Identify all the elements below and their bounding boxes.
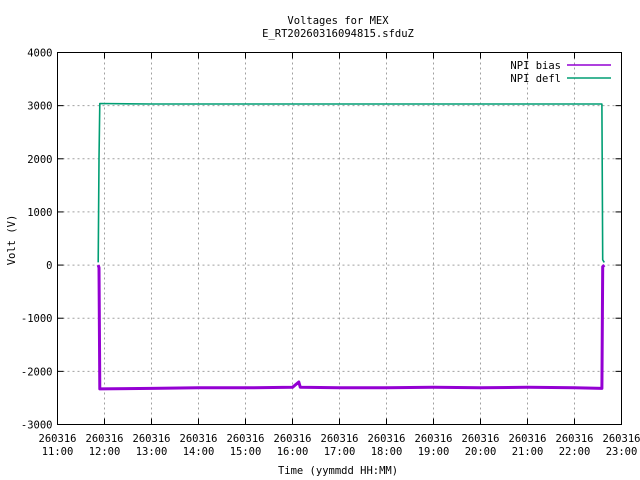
x-tick-label-date: 260316 [415,433,453,445]
y-tick-label: 3000 [27,101,52,113]
legend-label: NPI defl [510,73,561,85]
x-tick-label-date: 260316 [603,433,640,445]
x-tick-label-date: 260316 [227,433,265,445]
chart-title: Voltages for MEX [287,15,389,27]
x-tick-label-time: 13:00 [136,446,168,458]
y-tick-label: 0 [46,260,52,272]
x-tick-label-time: 15:00 [230,446,262,458]
y-tick-labels: 4000 3000 2000 1000 0 -1000 -2000 -3000 [21,48,53,432]
x-tick-label-time: 23:00 [606,446,638,458]
x-tick-label-time: 19:00 [418,446,450,458]
x-tick-label-time: 12:00 [89,446,121,458]
y-tick-label: -2000 [21,366,53,378]
x-tick-label-time: 17:00 [324,446,356,458]
grid-lines [57,52,622,425]
x-tick-label-time: 18:00 [371,446,403,458]
series-lines [96,102,606,391]
x-tick-label-date: 260316 [321,433,359,445]
x-tick-labels: 26031611:0026031612:0026031613:002603161… [39,433,640,458]
y-tick-label: 2000 [27,154,52,166]
x-tick-label-date: 260316 [274,433,312,445]
x-tick-label-date: 260316 [86,433,124,445]
x-tick-label-date: 260316 [133,433,171,445]
x-tick-label-time: 22:00 [559,446,591,458]
y-axis-label: Volt (V) [6,215,18,266]
x-tick-label-date: 260316 [462,433,500,445]
x-tick-label-date: 260316 [180,433,218,445]
y-tick-label: 4000 [27,48,52,60]
x-tick-label-time: 14:00 [183,446,215,458]
x-tick-label-date: 260316 [368,433,406,445]
x-axis-label: Time (yymmdd HH:MM) [278,465,398,477]
x-tick-label-time: 20:00 [465,446,497,458]
y-tick-label: -1000 [21,313,53,325]
series-line-npi-defl [97,102,605,263]
chart-subtitle: E_RT20260316094815.sfduZ [262,28,414,40]
x-tick-label-date: 260316 [39,433,77,445]
x-tick-label-time: 11:00 [42,446,74,458]
y-tick-label: 1000 [27,207,52,219]
series-line-npi-bias [96,264,606,391]
legend-label: NPI bias [510,60,561,72]
plot-area-border [57,52,622,425]
x-tick-label-date: 260316 [556,433,594,445]
y-tick-label: -3000 [21,420,53,432]
x-tick-label-time: 21:00 [512,446,544,458]
x-tick-label-time: 16:00 [277,446,309,458]
x-tick-label-date: 260316 [509,433,547,445]
